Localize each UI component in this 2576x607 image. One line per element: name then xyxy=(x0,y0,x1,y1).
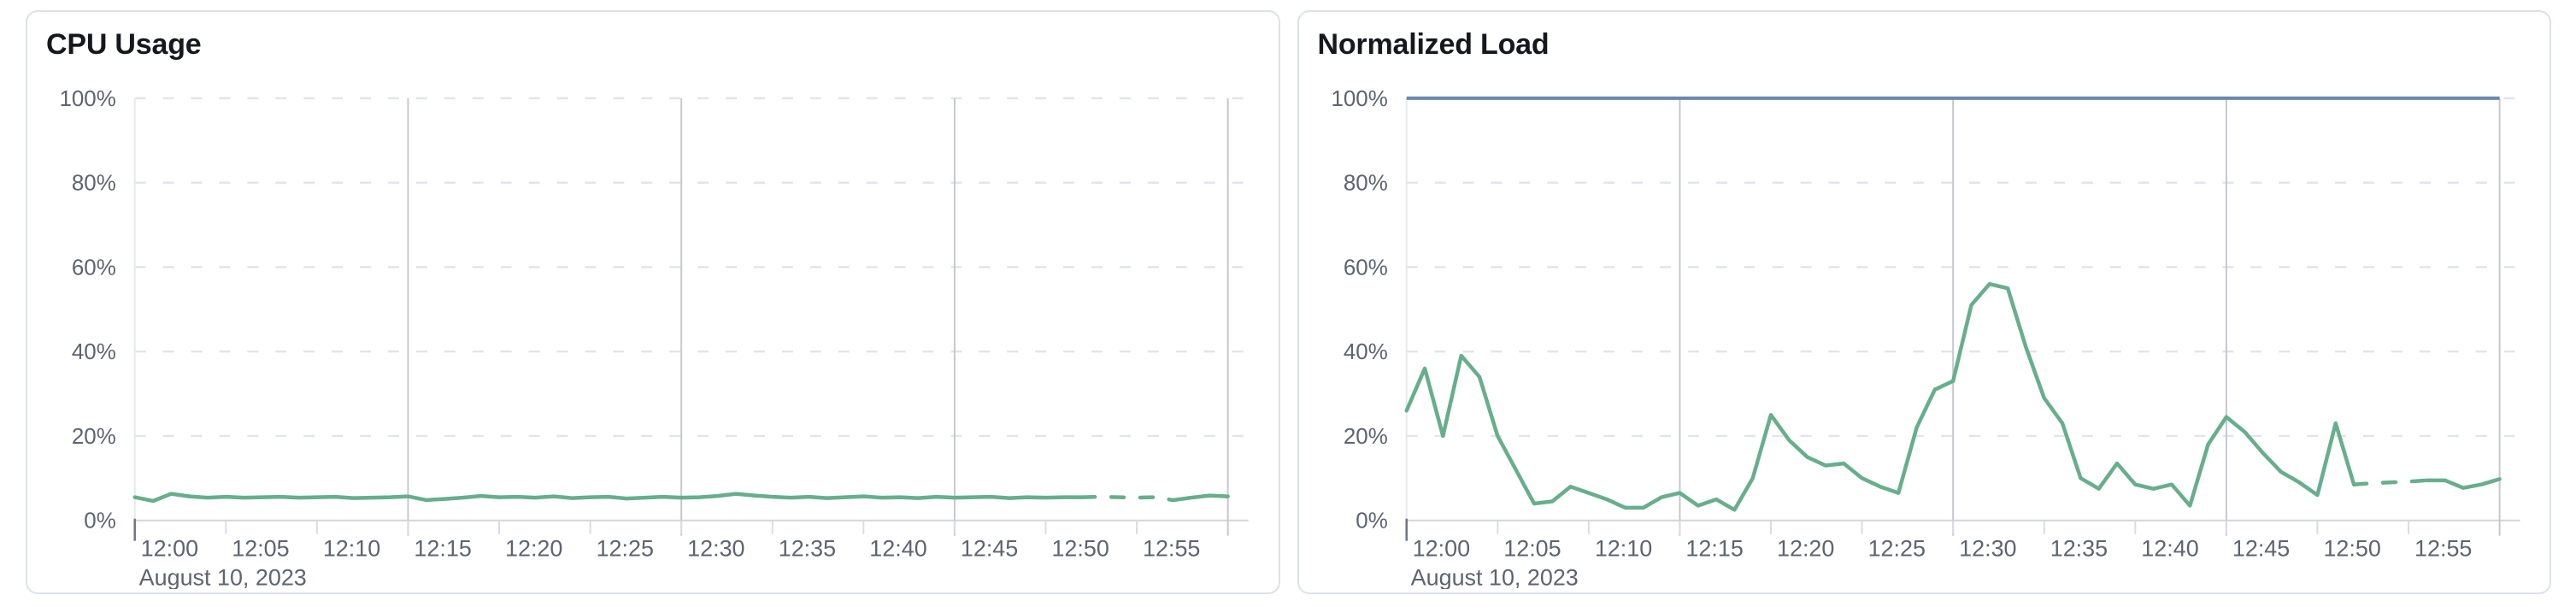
x-tick-label: 12:15 xyxy=(414,536,471,562)
x-tick-label: 12:20 xyxy=(1776,536,1833,562)
x-tick-label: 12:05 xyxy=(1503,536,1561,562)
cpu-usage-card: CPU Usage 0% 20% 40% 60% 80% 100% 12:00 12:05 12… xyxy=(26,10,1280,594)
plot-area[interactable] xyxy=(1406,98,2499,521)
y-tick-label: 20% xyxy=(1343,425,1387,449)
y-tick-label: 20% xyxy=(72,425,116,449)
x-tick-label: 12:40 xyxy=(869,536,926,562)
x-tick-label: 12:50 xyxy=(2323,536,2380,562)
series-line-solid xyxy=(132,492,1085,504)
cpu-usage-chart-title: CPU Usage xyxy=(46,28,202,61)
series-line-solid xyxy=(1403,281,2355,512)
x-tick-label: 12:20 xyxy=(505,536,562,562)
x-tick-label: 12:55 xyxy=(1143,536,1200,562)
x-tick-label: 12:05 xyxy=(232,536,289,562)
normalized-load-chart: 0% 20% 40% 60% 80% 100% 12:00 12:05 12:10 12:15 12… xyxy=(1299,67,2550,589)
x-tick-label: 12:15 xyxy=(1685,536,1743,562)
x-axis-date-label: August 10, 2023 xyxy=(139,565,307,589)
x-tick-label: 12:25 xyxy=(1867,536,1925,562)
plot-area[interactable] xyxy=(135,98,1228,521)
x-tick-label: 12:10 xyxy=(1594,536,1651,562)
x-tick-label: 12:40 xyxy=(2141,536,2198,562)
series-line-tail xyxy=(1171,493,1230,503)
cpu-usage-chart: 0% 20% 40% 60% 80% 100% 12:00 12:05 12:10 12:15 12… xyxy=(27,67,1279,589)
normalized-load-card: Normalized Load 0% 20% 40% 60% 80% 100% 12:00 1… xyxy=(1297,10,2551,594)
x-tick-label: 12:25 xyxy=(597,536,654,562)
x-tick-label: 12:45 xyxy=(961,536,1018,562)
x-tick-label: 12:00 xyxy=(141,536,198,562)
y-tick-label: 100% xyxy=(59,87,115,111)
series-line-tail xyxy=(2424,477,2502,490)
x-tick-label: 12:50 xyxy=(1051,536,1109,562)
x-tick-label: 12:55 xyxy=(2414,536,2472,562)
x-tick-label: 12:10 xyxy=(323,536,380,562)
series-line-dashed xyxy=(2351,478,2429,486)
x-tick-label: 12:00 xyxy=(1412,536,1469,562)
x-tick-label: 12:30 xyxy=(687,536,744,562)
x-tick-label: 12:35 xyxy=(779,536,836,562)
y-tick-label: 60% xyxy=(72,256,116,280)
y-tick-label: 40% xyxy=(72,340,116,364)
x-tick-label: 12:45 xyxy=(2232,536,2289,562)
normalized-load-chart-canvas[interactable]: 0% 20% 40% 60% 80% 100% 12:00 12:05 12:10 12:15 12… xyxy=(1299,67,2550,589)
y-tick-label: 100% xyxy=(1331,87,1387,111)
cpu-usage-chart-canvas[interactable]: 0% 20% 40% 60% 80% 100% 12:00 12:05 12:10 12:15 12… xyxy=(27,67,1279,589)
y-tick-label: 0% xyxy=(84,510,115,533)
x-axis-date-label: August 10, 2023 xyxy=(1410,565,1578,589)
x-tick-label: 12:35 xyxy=(2050,536,2107,562)
y-tick-label: 80% xyxy=(72,172,116,196)
x-tick-label: 12:30 xyxy=(1959,536,2016,562)
y-tick-label: 40% xyxy=(1343,340,1387,364)
y-tick-label: 60% xyxy=(1343,256,1387,280)
y-tick-label: 80% xyxy=(1343,172,1387,196)
y-tick-label: 0% xyxy=(1356,510,1387,533)
normalized-load-chart-title: Normalized Load xyxy=(1317,28,1550,61)
